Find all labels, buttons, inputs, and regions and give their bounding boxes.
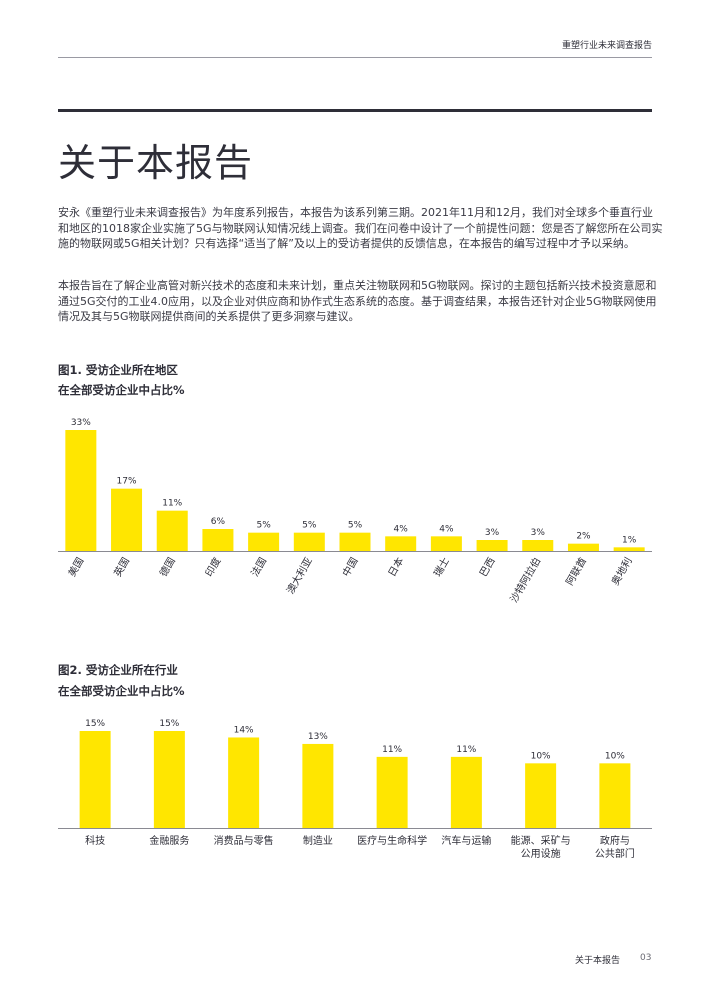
data-label: 3% bbox=[485, 528, 500, 538]
data-label: 11% bbox=[456, 745, 476, 755]
tick-label: 印度 bbox=[202, 555, 223, 579]
data-label: 4% bbox=[394, 524, 409, 534]
tick-label: 美国 bbox=[65, 555, 86, 579]
data-label: 5% bbox=[348, 521, 363, 531]
tick-label: 日本 bbox=[385, 555, 406, 579]
bar bbox=[302, 743, 334, 828]
data-label: 33% bbox=[71, 418, 91, 428]
bar bbox=[450, 756, 482, 828]
data-label: 10% bbox=[531, 751, 551, 761]
tick-label: 法国 bbox=[248, 555, 269, 579]
bar bbox=[153, 731, 185, 828]
page-title: 关于本报告 bbox=[58, 141, 254, 185]
tick-label: 英国 bbox=[111, 555, 132, 579]
tick-label: 金融服务 bbox=[149, 834, 189, 847]
bar bbox=[525, 763, 557, 828]
scope-paragraph: 本报告旨在了解企业高管对新兴技术的态度和未来计划，重点关注物联网和5G物联网。探… bbox=[58, 279, 657, 324]
bar bbox=[156, 510, 188, 551]
bar bbox=[385, 536, 417, 551]
bar bbox=[293, 532, 325, 551]
title-divider bbox=[58, 109, 652, 112]
tick-label: 政府与公共部门 bbox=[595, 834, 635, 860]
page-number: 03 bbox=[640, 953, 652, 963]
running-header: 重塑行业未来调查报告 bbox=[561, 41, 652, 51]
bar bbox=[476, 540, 508, 551]
tick-label: 巴西 bbox=[477, 556, 497, 579]
figure2-title: 图2. 受访企业所在行业 bbox=[58, 663, 178, 677]
footer-section-label: 关于本报告 bbox=[575, 956, 621, 966]
header-divider bbox=[58, 57, 652, 58]
tick-label: 德国 bbox=[157, 555, 178, 579]
bar bbox=[613, 547, 645, 551]
tick-label: 瑞士 bbox=[431, 555, 452, 579]
tick-label: 能源、采矿与公用设施 bbox=[511, 834, 571, 860]
tick-label: 奥地利 bbox=[608, 555, 634, 587]
tick-label: 制造业 bbox=[303, 834, 333, 847]
tick-label: 中国 bbox=[339, 555, 360, 579]
data-label: 3% bbox=[531, 528, 546, 538]
bar bbox=[202, 529, 234, 551]
data-label: 13% bbox=[308, 732, 328, 742]
bar bbox=[228, 737, 260, 828]
figure1-title: 图1. 受访企业所在地区 bbox=[58, 363, 178, 377]
data-label: 5% bbox=[302, 521, 317, 531]
bar bbox=[111, 488, 143, 551]
bar bbox=[376, 756, 408, 828]
tick-label: 澳大利亚 bbox=[284, 555, 315, 596]
tick-label: 消费品与零售 bbox=[214, 834, 274, 847]
data-label: 10% bbox=[605, 751, 625, 761]
industry-bar-chart: 15% 科技 15% 金融服务 14% 消费品与零售 13% 制造业 11% 医疗与生命科学 11%… bbox=[58, 719, 652, 860]
data-label: 1% bbox=[622, 535, 637, 545]
bar bbox=[522, 540, 554, 551]
data-label: 15% bbox=[159, 719, 179, 729]
data-label: 5% bbox=[256, 521, 271, 531]
data-label: 11% bbox=[382, 745, 402, 755]
data-label: 2% bbox=[576, 532, 591, 542]
bar bbox=[339, 532, 371, 551]
bar bbox=[599, 763, 631, 828]
region-bar-chart: 33% 美国 17% 英国 11% 德国 6% 印度 5% 法国 5% 澳大利亚 5% 中国 4% 日本 4% 瑞… bbox=[58, 418, 652, 605]
tick-label: 科技 bbox=[85, 834, 105, 847]
tick-label: 沙特阿拉伯 bbox=[507, 555, 543, 605]
bar bbox=[430, 536, 462, 551]
tick-label: 阿联酋 bbox=[563, 555, 589, 587]
bar bbox=[79, 731, 111, 828]
data-label: 17% bbox=[117, 477, 137, 487]
figure1-subtitle: 在全部受访企业中占比% bbox=[58, 383, 185, 397]
intro-paragraph: 安永《重塑行业未来调查报告》为年度系列报告，本报告为该系列第三期。2021年11… bbox=[58, 206, 663, 251]
data-label: 11% bbox=[162, 499, 182, 509]
data-label: 6% bbox=[211, 517, 226, 527]
data-label: 15% bbox=[85, 719, 105, 729]
data-label: 14% bbox=[234, 725, 254, 735]
bar bbox=[248, 532, 280, 551]
data-label: 4% bbox=[439, 524, 454, 534]
tick-label: 汽车与运输 bbox=[441, 834, 491, 847]
figure2-subtitle: 在全部受访企业中占比% bbox=[58, 684, 185, 698]
tick-label: 医疗与生命科学 bbox=[357, 834, 427, 847]
bar bbox=[567, 543, 599, 551]
bar bbox=[65, 430, 97, 551]
